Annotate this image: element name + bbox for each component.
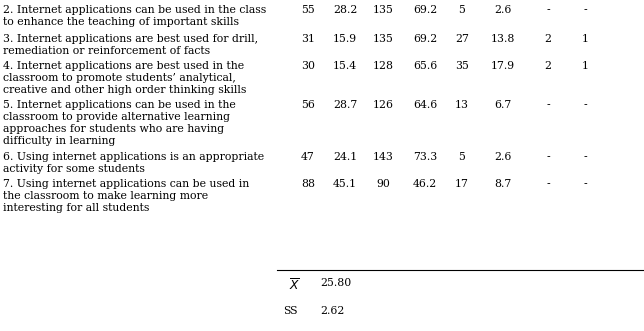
Text: 3. Internet applications are best used for drill,
remediation or reinforcement o: 3. Internet applications are best used f… — [3, 34, 258, 56]
Text: -: - — [546, 100, 550, 110]
Text: 55: 55 — [301, 5, 315, 15]
Text: 5: 5 — [459, 5, 466, 15]
Text: 8.7: 8.7 — [495, 179, 511, 189]
Text: 25.80: 25.80 — [320, 278, 351, 288]
Text: 5. Internet applications can be used in the
classroom to provide alternative lea: 5. Internet applications can be used in … — [3, 100, 236, 146]
Text: 64.6: 64.6 — [413, 100, 437, 110]
Text: 15.4: 15.4 — [333, 61, 357, 71]
Text: 128: 128 — [372, 61, 393, 71]
Text: -: - — [583, 152, 587, 162]
Text: 17.9: 17.9 — [491, 61, 515, 71]
Text: 13: 13 — [455, 100, 469, 110]
Text: 47: 47 — [301, 152, 315, 162]
Text: -: - — [546, 179, 550, 189]
Text: 126: 126 — [372, 100, 393, 110]
Text: 2.6: 2.6 — [495, 5, 512, 15]
Text: 46.2: 46.2 — [413, 179, 437, 189]
Text: 2.6: 2.6 — [495, 152, 512, 162]
Text: 90: 90 — [376, 179, 390, 189]
Text: 135: 135 — [373, 34, 393, 44]
Text: -: - — [546, 5, 550, 15]
Text: 88: 88 — [301, 179, 315, 189]
Text: 69.2: 69.2 — [413, 5, 437, 15]
Text: 30: 30 — [301, 61, 315, 71]
Text: 6. Using internet applications is an appropriate
activity for some students: 6. Using internet applications is an app… — [3, 152, 264, 174]
Text: 15.9: 15.9 — [333, 34, 357, 44]
Text: 13.8: 13.8 — [491, 34, 515, 44]
Text: 4. Internet applications are best used in the
classroom to promote students’ ana: 4. Internet applications are best used i… — [3, 61, 247, 95]
Text: 56: 56 — [301, 100, 315, 110]
Text: 5: 5 — [459, 152, 466, 162]
Text: 28.7: 28.7 — [333, 100, 357, 110]
Text: 35: 35 — [455, 61, 469, 71]
Text: 17: 17 — [455, 179, 469, 189]
Text: 28.2: 28.2 — [333, 5, 357, 15]
Text: 143: 143 — [373, 152, 393, 162]
Text: 31: 31 — [301, 34, 315, 44]
Text: 6.7: 6.7 — [495, 100, 511, 110]
Text: 45.1: 45.1 — [333, 179, 357, 189]
Text: 135: 135 — [373, 5, 393, 15]
Text: 24.1: 24.1 — [333, 152, 357, 162]
Text: 69.2: 69.2 — [413, 34, 437, 44]
Text: 2. Internet applications can be used in the class
to enhance the teaching of imp: 2. Internet applications can be used in … — [3, 5, 266, 27]
Text: 2: 2 — [544, 34, 551, 44]
Text: -: - — [546, 152, 550, 162]
Text: SS: SS — [283, 306, 298, 316]
Text: -: - — [583, 100, 587, 110]
Text: $\overline{X}$: $\overline{X}$ — [289, 278, 301, 294]
Text: 2.62: 2.62 — [320, 306, 345, 316]
Text: 27: 27 — [455, 34, 469, 44]
Text: 73.3: 73.3 — [413, 152, 437, 162]
Text: -: - — [583, 5, 587, 15]
Text: 1: 1 — [582, 61, 589, 71]
Text: 7. Using internet applications can be used in
the classroom to make learning mor: 7. Using internet applications can be us… — [3, 179, 249, 213]
Text: -: - — [583, 179, 587, 189]
Text: 65.6: 65.6 — [413, 61, 437, 71]
Text: 1: 1 — [582, 34, 589, 44]
Text: 2: 2 — [544, 61, 551, 71]
